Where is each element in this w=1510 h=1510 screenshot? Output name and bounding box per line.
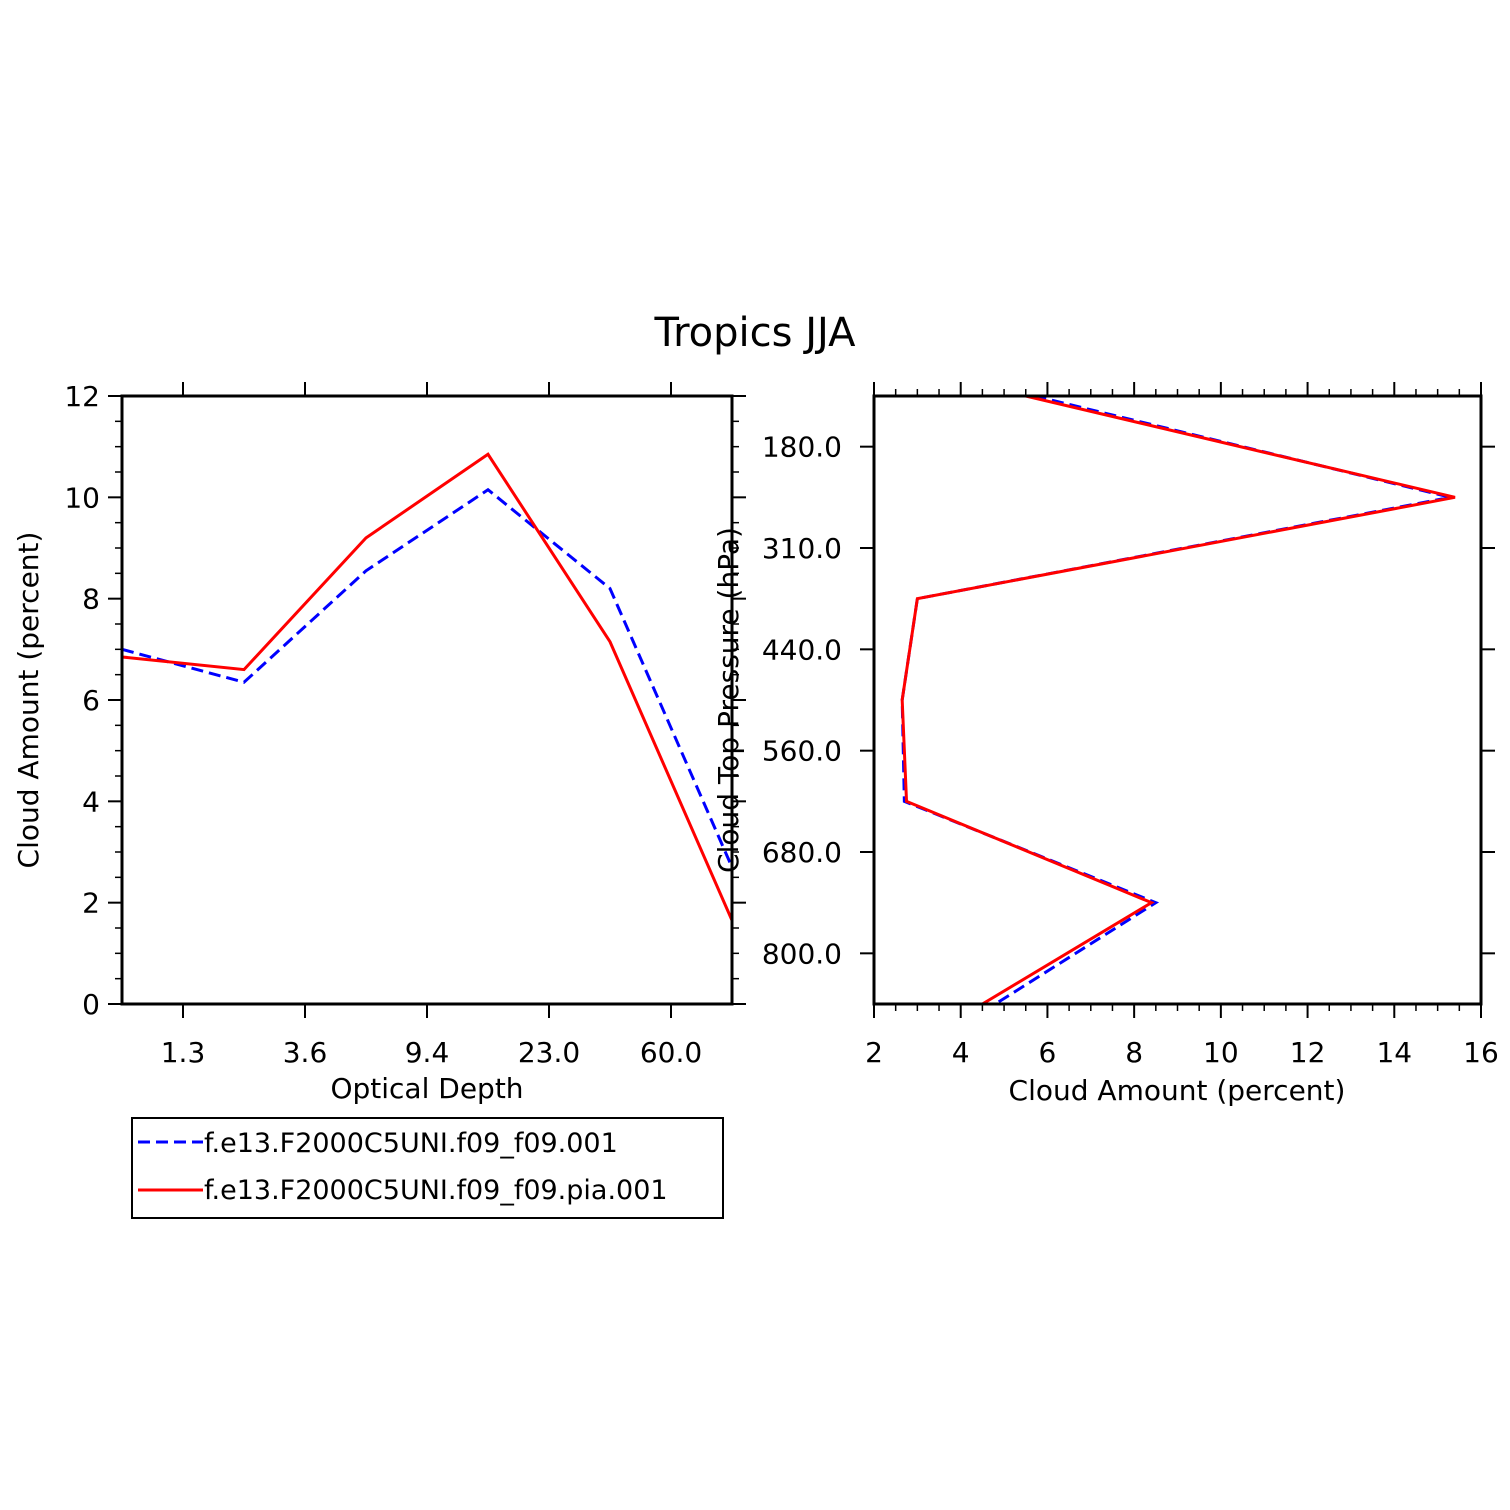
panel1-x-tick-label: 1.3 bbox=[161, 1036, 206, 1069]
legend: f.e13.F2000C5UNI.f09_f09.001 f.e13.F2000… bbox=[131, 1117, 724, 1219]
panel2-x-tick-label: 14 bbox=[1376, 1036, 1412, 1069]
panel1-series-line-1 bbox=[122, 487, 732, 868]
chart-title: Tropics JJA bbox=[654, 310, 857, 356]
panel1-y-axis-label: Cloud Amount (percent) bbox=[12, 532, 45, 869]
panel1-x-tick-label: 60.0 bbox=[640, 1036, 702, 1069]
panel2-x-tick-label: 16 bbox=[1463, 1036, 1499, 1069]
panel2-x-tick-label: 8 bbox=[1125, 1036, 1143, 1069]
panel2-y-tick-label: 680.0 bbox=[762, 836, 842, 869]
panel1-series-line-2 bbox=[122, 452, 732, 922]
panel2-ticks: 2 4 6 8 10 12 14 16 180.0 310.0 440.0 560.0 680.0 800… bbox=[762, 382, 1499, 1069]
panel2-y-tick-label: 560.0 bbox=[762, 735, 842, 768]
panel2-x-tick-label: 6 bbox=[1039, 1036, 1057, 1069]
panel1-y-tick-label: 10 bbox=[64, 481, 100, 514]
panel2-frame bbox=[872, 394, 1483, 1006]
optical-depth-panel: 0 2 4 6 8 10 12 1.3 3.6 9.4 23.0 60.0 Optical Depth… bbox=[12, 380, 746, 1105]
panel1-x-axis-label: Optical Depth bbox=[330, 1072, 523, 1105]
panel2-y-tick-label: 180.0 bbox=[762, 431, 842, 464]
panel1-y-tick-label: 2 bbox=[82, 887, 100, 920]
panel1-series bbox=[122, 452, 732, 922]
legend-box bbox=[131, 1117, 724, 1219]
panel2-series-line-1 bbox=[900, 396, 1452, 1004]
panel2-x-tick-label: 10 bbox=[1203, 1036, 1239, 1069]
panel1-y-tick-label: 8 bbox=[82, 583, 100, 616]
panel1-x-tick-label: 3.6 bbox=[283, 1036, 328, 1069]
panel1-y-tick-label: 0 bbox=[82, 988, 100, 1021]
panel1-frame bbox=[120, 394, 734, 1006]
panel1-ticks: 0 2 4 6 8 10 12 1.3 3.6 9.4 23.0 60.0 bbox=[64, 380, 746, 1069]
panel2-x-axis-label: Cloud Amount (percent) bbox=[1009, 1074, 1346, 1107]
cloud-top-pressure-panel: 2 4 6 8 10 12 14 16 180.0 310.0 440.0 560.0 680.0 800… bbox=[712, 382, 1499, 1107]
legend-label-series-2: f.e13.F2000C5UNI.f09_f09.pia.001 bbox=[204, 1175, 668, 1206]
panel2-series bbox=[900, 396, 1456, 1004]
panel2-x-tick-label: 12 bbox=[1290, 1036, 1326, 1069]
panel1-x-tick-label: 23.0 bbox=[518, 1036, 580, 1069]
panel1-y-tick-label: 6 bbox=[82, 684, 100, 717]
panel2-x-tick-label: 2 bbox=[865, 1036, 883, 1069]
panel2-y-tick-label: 800.0 bbox=[762, 937, 842, 970]
panel2-y-tick-label: 440.0 bbox=[762, 633, 842, 666]
panel1-y-tick-label: 12 bbox=[64, 380, 100, 413]
panel2-x-tick-label: 4 bbox=[952, 1036, 970, 1069]
panel2-y-axis-label: Cloud Top Pressure (hPa) bbox=[712, 527, 745, 873]
panel2-y-tick-label: 310.0 bbox=[762, 532, 842, 565]
panel1-y-tick-label: 4 bbox=[82, 785, 100, 818]
legend-label-series-1: f.e13.F2000C5UNI.f09_f09.001 bbox=[204, 1128, 618, 1159]
panel2-series-line-2 bbox=[900, 396, 1456, 1004]
panel1-x-tick-label: 9.4 bbox=[405, 1036, 450, 1069]
